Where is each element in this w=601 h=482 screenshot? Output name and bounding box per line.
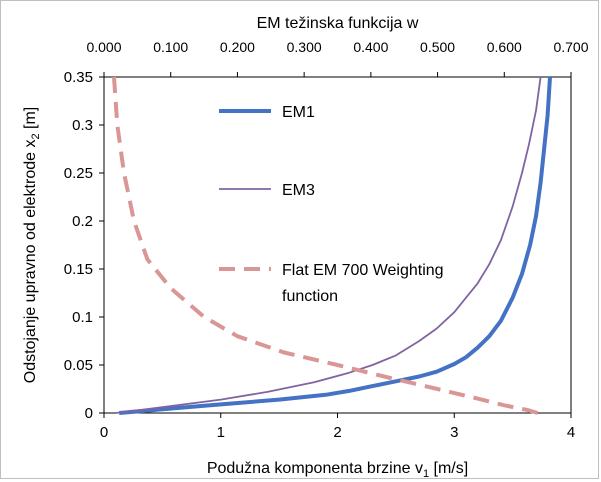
- x2-tick-label: 0.100: [153, 39, 188, 55]
- plot-area-border: [103, 76, 572, 414]
- y-tick-label: 0.35: [64, 69, 93, 86]
- y-tick-label: 0.3: [72, 117, 93, 134]
- x-tick-label: 4: [567, 424, 575, 441]
- x2-tick-label: 0.200: [220, 39, 255, 55]
- legend-label: Flat EM 700 Weighting: [282, 262, 444, 279]
- left-axis-title-unit: [m]: [22, 107, 39, 134]
- x2-tick-label: 0.700: [553, 39, 588, 55]
- legend-group: EM1 EM3 Flat EM 700 Weighting function: [219, 104, 444, 305]
- x-tick-label: 0: [100, 424, 108, 441]
- y-tick-label: 0.05: [64, 357, 93, 374]
- legend-label: EM3: [282, 182, 315, 199]
- series-line-em3: [115, 76, 542, 414]
- x-tick-label: 1: [217, 424, 225, 441]
- x2-tick-label: 0.400: [353, 39, 388, 55]
- left-axis-title: Odstojanje upravno od elektrode x2 [m]: [22, 107, 42, 384]
- x2-tick-label: 0.600: [487, 39, 522, 55]
- y-tick-label: 0: [85, 405, 93, 422]
- x2-tick-label: 0.500: [420, 39, 455, 55]
- left-axis-title-main: Odstojanje upravno od elektrode x: [22, 140, 39, 384]
- series-group: [112, 76, 552, 415]
- y-tick-label: 0.15: [64, 261, 93, 278]
- axes-group: 0 1 2 3 4 0.000 0.100 0.200 0.300 0.400 0.500 0.600…: [64, 39, 589, 441]
- y-tick-label: 0.2: [72, 213, 93, 230]
- top-axis-title: EM težinska funkcija w: [257, 15, 419, 32]
- bottom-axis-title-subscript: 1: [423, 468, 429, 480]
- x2-tick-label: 0.000: [86, 39, 121, 55]
- y-tick-label: 0.1: [72, 309, 93, 326]
- x2-tick-label: 0.300: [287, 39, 322, 55]
- series-line-em1: [119, 76, 552, 415]
- x-tick-label: 2: [333, 424, 341, 441]
- bottom-axis-title-unit: [m/s]: [429, 460, 468, 477]
- bottom-axis-title: Podužna komponenta brzine v1 [m/s]: [207, 460, 468, 480]
- y-tick-label: 0.25: [64, 165, 93, 182]
- bottom-axis-title-main: Podužna komponenta brzine v: [207, 460, 423, 477]
- series-line-flat-em-700-weighting-function: [112, 76, 539, 415]
- legend-label: EM1: [282, 104, 315, 121]
- x-tick-label: 3: [450, 424, 458, 441]
- left-axis-title-subscript: 2: [30, 133, 42, 139]
- legend-label: function: [282, 288, 338, 305]
